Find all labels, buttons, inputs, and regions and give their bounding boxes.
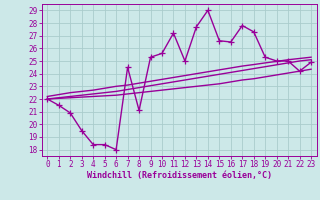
X-axis label: Windchill (Refroidissement éolien,°C): Windchill (Refroidissement éolien,°C): [87, 171, 272, 180]
